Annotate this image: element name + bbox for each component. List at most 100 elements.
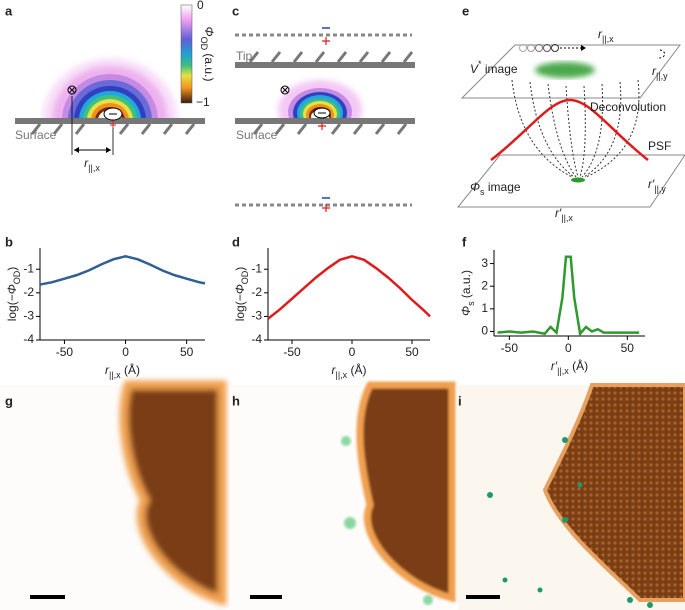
psf-label: PSF (648, 139, 671, 153)
panel-letter: b (5, 234, 13, 249)
data-line (267, 254, 431, 320)
text-part: ||,y (656, 71, 668, 81)
surface-label: Surface (15, 128, 57, 142)
surface-label: Surface (236, 128, 278, 142)
text-part: log(− (233, 294, 247, 321)
y-tick-label: -1 (23, 261, 34, 275)
y-tick-label: -4 (23, 332, 34, 346)
y-axis-label: Φs (a.u.) (459, 270, 476, 316)
text-part: OD (240, 270, 250, 284)
y-tick-label: 2 (481, 278, 488, 292)
text-part: r′ (648, 177, 655, 191)
text-part: r (105, 363, 110, 377)
text-part: log(− (5, 294, 19, 321)
axis-label: r′||,y (648, 177, 666, 194)
text-part: s (480, 187, 485, 197)
text-part: r (84, 156, 89, 170)
y-tick-label: -3 (23, 309, 34, 323)
y-tick-label: -4 (251, 332, 262, 346)
x-tick-label: 50 (405, 345, 419, 359)
text-part: (Å) (569, 358, 588, 373)
x-axis-label: r′||,x (Å) (551, 358, 588, 376)
y-tick-label: -2 (251, 285, 262, 299)
x-tick-label: 0 (122, 345, 129, 359)
tip-label: Tip (236, 49, 253, 63)
text-part: V (470, 62, 479, 76)
text-part: * (478, 59, 482, 69)
colorbar-max: 0 (197, 0, 204, 12)
text-part: (Å) (121, 362, 140, 377)
panel-letter: f (462, 234, 467, 249)
colorbar-min: −1 (196, 95, 210, 109)
text-part: Φ (459, 306, 473, 316)
text-part: ) (5, 267, 19, 271)
x-axis-label: r||,x (Å) (105, 362, 140, 380)
text-part: (a.u.) (202, 50, 216, 81)
schematic-e (456, 44, 685, 208)
text-part: Φ (202, 27, 216, 37)
y-tick-label: 3 (481, 256, 488, 270)
text-part: ||,x (335, 370, 347, 380)
x-tick-label: -50 (56, 345, 74, 359)
image-g (0, 380, 227, 610)
data-line (497, 255, 640, 337)
text-part: r′ (551, 359, 558, 373)
text-part: r (652, 64, 657, 78)
axis-label: r′||,x (555, 206, 573, 223)
panel-letter: g (5, 393, 13, 408)
text-part: r (331, 363, 336, 377)
panel-letter: d (232, 234, 240, 249)
y-axis-label: log(−ΦOD) (233, 267, 250, 322)
y-tick-label: -3 (251, 309, 262, 323)
text-part: Φ (233, 284, 247, 294)
text-part: ) (233, 267, 247, 271)
text-part: image (482, 62, 518, 76)
y-axis-label: log(−ΦOD) (5, 267, 22, 322)
x-tick-label: 0 (349, 345, 356, 359)
x-axis-label: r||,x (Å) (331, 362, 366, 380)
text-part: Φ (470, 180, 480, 194)
y-tick-label: 1 (481, 301, 488, 315)
x-tick-label: 50 (180, 345, 194, 359)
text-part: ||,x (88, 163, 100, 173)
schematic-c (235, 27, 415, 212)
panel-letter: h (232, 393, 240, 408)
distance-label: r||,x (84, 156, 100, 173)
text-part: r′ (555, 206, 562, 220)
text-part: ||,x (561, 213, 573, 223)
data-line (39, 254, 206, 286)
x-tick-label: 0 (565, 341, 572, 355)
axis-label: r||,x (598, 27, 614, 44)
text-part: s (466, 301, 476, 306)
image-h (230, 381, 456, 610)
text-part: (a.u.) (459, 270, 473, 301)
y-tick-label: 0 (481, 324, 488, 338)
text-part: ||,x (557, 366, 569, 376)
text-part: OD (12, 270, 22, 284)
panel-letter: c (232, 3, 239, 18)
phi-image-label: Φs image (470, 180, 521, 197)
axis-label: r||,y (652, 64, 668, 81)
text-part: ||,x (109, 370, 121, 380)
text-part: OD (199, 37, 209, 51)
text-part: ||,x (602, 34, 614, 44)
v-image-label: V* image (470, 59, 518, 76)
schematic-a (15, 4, 205, 155)
y-tick-label: -1 (251, 261, 262, 275)
text-part: r (598, 27, 603, 41)
panel-letter: i (458, 393, 462, 408)
text-part: Φ (5, 284, 19, 294)
x-tick-label: -50 (501, 341, 519, 355)
text-part: image (485, 180, 521, 194)
x-tick-label: 50 (621, 341, 635, 355)
text-part: (Å) (347, 362, 366, 377)
panel-letter: e (462, 3, 469, 18)
colorbar-label: ΦOD (a.u.) (199, 27, 216, 82)
y-tick-label: -2 (23, 285, 34, 299)
panel-letter: a (5, 3, 13, 18)
image-i (458, 383, 685, 610)
text-part: ||,y (654, 184, 666, 194)
deconvolution-label: Deconvolution (590, 100, 666, 114)
x-tick-label: -50 (283, 345, 301, 359)
